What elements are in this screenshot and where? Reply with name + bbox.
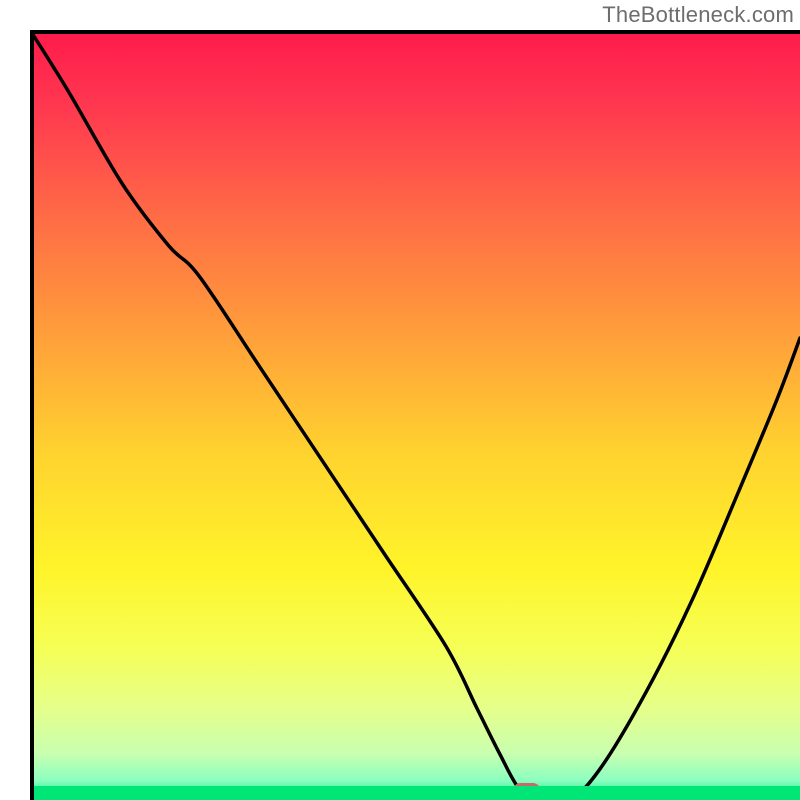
plot-area xyxy=(30,30,800,800)
watermark-text: TheBottleneck.com xyxy=(602,2,794,28)
bottleneck-curve xyxy=(30,30,800,800)
plot-svg xyxy=(30,30,800,800)
green-baseline-strip xyxy=(30,786,800,800)
bottleneck-chart: TheBottleneck.com xyxy=(0,0,800,800)
